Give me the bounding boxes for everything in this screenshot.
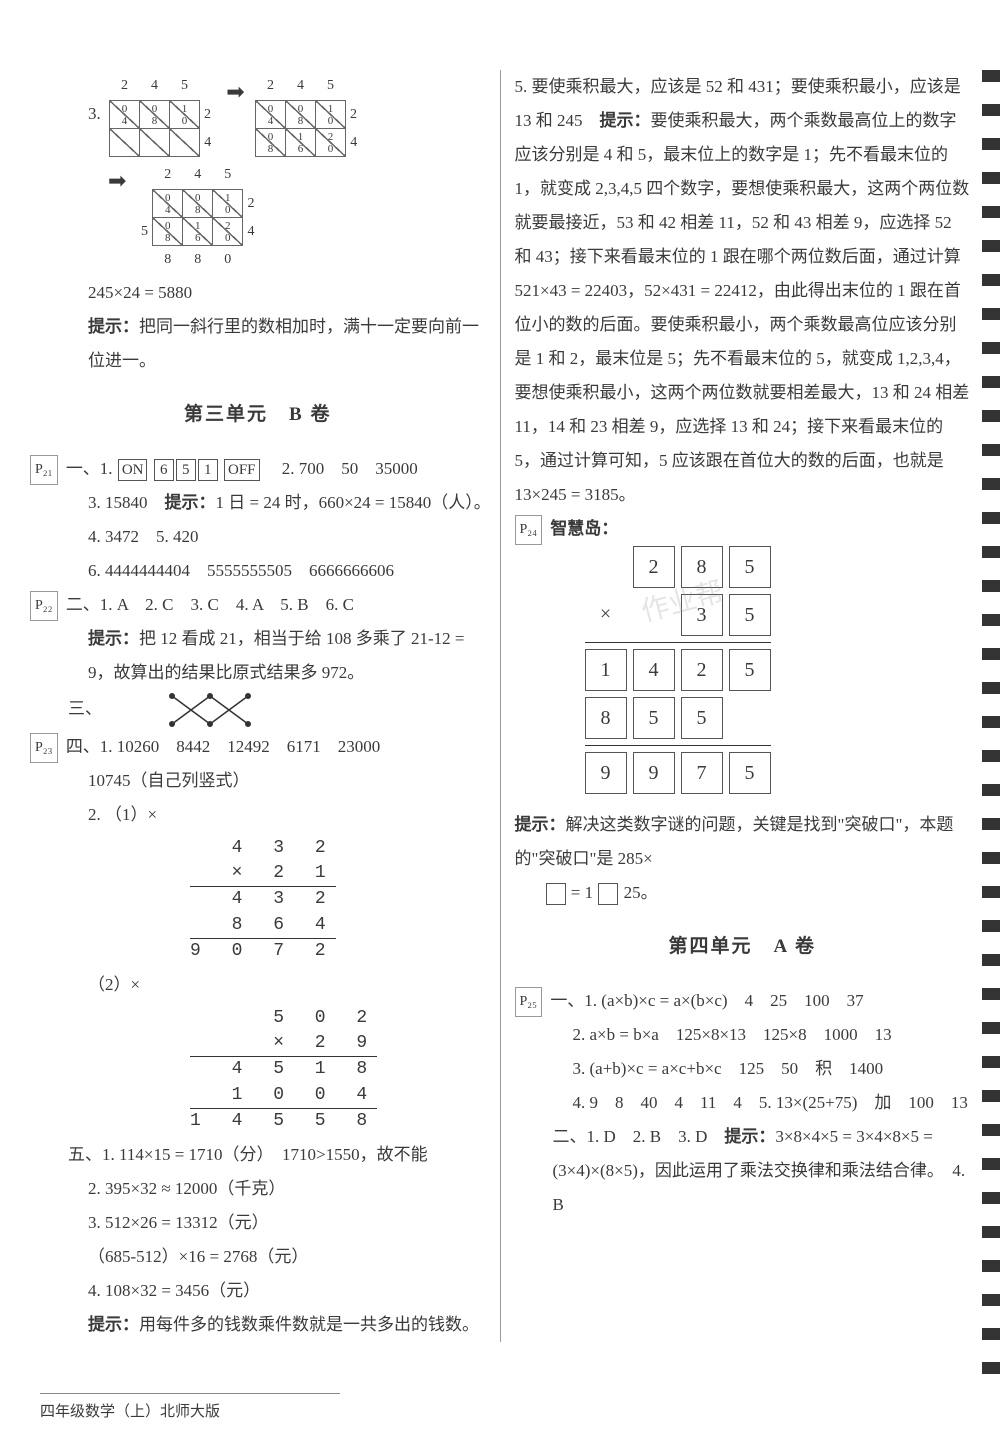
blank-box <box>598 883 618 905</box>
p24-hint: 提示：解决这类数字谜的问题，关键是找到"突破口"，本题的"突破口"是 285× <box>515 808 971 876</box>
hint-text: 用每件多的钱数乘件数就是一共多出的钱数。 <box>139 1315 479 1334</box>
p22-line1: 二、1. A 2. C 3. C 4. A 5. B 6. C <box>66 595 354 614</box>
five-1: 五、1. 114×15 = 1710（分） 1710>1550，故不能 <box>30 1138 486 1172</box>
five-3: 3. 512×26 = 13312（元） <box>30 1206 486 1240</box>
three-label: 三、 <box>68 699 102 718</box>
p25-one-3: 3. (a+b)×c = a×c+b×c 125 50 积 1400 <box>515 1052 971 1086</box>
unit4-title: 第四单元 A 卷 <box>515 928 971 966</box>
p21-line2: 3. 15840 提示：1 日 = 24 时，660×24 = 15840（人）… <box>30 486 486 554</box>
lattice-1: 245 0408102 4 <box>109 72 216 157</box>
hint-label: 提示： <box>724 1127 775 1146</box>
p21-suffix: 2. 700 50 35000 <box>265 459 418 478</box>
footer-text: 四年级数学（上）北师大版 <box>40 1393 340 1421</box>
vertical-mult-2: 5 0 2 × 2 9 4 5 1 8 1 0 0 4 1 4 5 5 8 <box>190 1006 377 1134</box>
five-hint: 提示：用每件多的钱数乘件数就是一共多出的钱数。 <box>30 1308 486 1342</box>
p22-hint: 提示：把 12 看成 21，相当于给 108 多乘了 21-12 = 9，故算出… <box>30 622 486 690</box>
p25-one-2: 2. a×b = b×a 125×8×13 125×8 1000 13 <box>515 1018 971 1052</box>
page-ref: P₂₂ <box>30 591 58 621</box>
p22-three: 三、 <box>30 690 486 730</box>
hint-label: 提示： <box>600 111 651 130</box>
p22-block: P₂₂ 二、1. A 2. C 3. C 4. A 5. B 6. C <box>30 588 486 622</box>
hint-label: 提示： <box>88 629 139 648</box>
text: 3. 15840 <box>88 493 165 512</box>
two-text: 二、1. D 2. B 3. D <box>553 1127 725 1146</box>
p23-block: P₂₃ 四、1. 10260 8442 12492 6171 23000 <box>30 730 486 764</box>
page-ref: P₂₃ <box>30 733 58 763</box>
p25-one-4: 4. 9 8 40 4 11 4 5. 13×(25+75) 加 100 13 <box>515 1086 971 1120</box>
q2-1-label: 2. （1）× <box>30 798 486 832</box>
p23-line1: 四、1. 10260 8442 12492 6171 23000 <box>66 737 381 756</box>
hint-text: 把 12 看成 21，相当于给 108 多乘了 21-12 = 9，故算出的结果… <box>88 629 465 682</box>
column-divider <box>500 70 501 1342</box>
digit-puzzle: 285 ×35 1425 855 9975 <box>585 546 771 800</box>
p25-one-1: 一、1. (a×b)×c = a×(b×c) 4 25 100 37 <box>550 991 863 1010</box>
right-column: 5. 要使乘积最大，应该是 52 和 431；要使乘积最小，应该是 13 和 2… <box>515 70 971 1342</box>
q3-label: 3. <box>88 104 101 123</box>
digit-box: 5 <box>176 459 196 481</box>
q2-2-label: （2）× <box>30 968 486 1002</box>
tail2: 25。 <box>624 883 658 902</box>
vertical-mult-1: 4 3 2 × 2 1 4 3 2 8 6 4 9 0 7 2 <box>190 836 336 964</box>
digit-box: 6 <box>154 459 174 481</box>
p25-two: 二、1. D 2. B 3. D 提示：3×8×4×5 = 3×4×8×5 = … <box>515 1120 971 1222</box>
cross-icon <box>166 690 256 730</box>
off-box: OFF <box>224 459 260 481</box>
arrow-icon: ➡ <box>108 168 126 193</box>
hint-label: 提示： <box>88 1315 139 1334</box>
q3-hint: 提示：把同一斜行里的数相加时，满十一定要向前一位进一。 <box>30 310 486 378</box>
page-ref: P₂₁ <box>30 455 58 485</box>
arrow-icon: ➡ <box>226 79 244 104</box>
five-4: 4. 108×32 = 3456（元） <box>30 1274 486 1308</box>
lattice-3: 245 0408102 50816204 880 <box>137 161 259 274</box>
blank-box <box>546 883 566 905</box>
p25-block: P₂₅ 一、1. (a×b)×c = a×(b×c) 4 25 100 37 <box>515 984 971 1018</box>
hint-label: 提示： <box>88 317 139 336</box>
p21-prefix: 一、1. <box>66 459 113 478</box>
zhihui-title: 智慧岛： <box>550 519 618 538</box>
hint-label: 提示： <box>515 815 566 834</box>
q3-equation: 245×24 = 5880 <box>30 276 486 310</box>
p24-tail: = 1 25。 <box>545 876 971 910</box>
page-ref: P₂₄ <box>515 515 543 545</box>
left-column: 3. 245 0408102 4 ➡ 245 0408102 0816204 ➡… <box>30 70 486 1342</box>
five-2: 2. 395×32 ≈ 12000（千克） <box>30 1172 486 1206</box>
five-3b: （685-512）×16 = 2768（元） <box>30 1240 486 1274</box>
hint-text: 要使乘积最大，两个乘数最高位上的数字应该分别是 4 和 5，最末位上的数字是 1… <box>515 111 970 504</box>
tail1: = 1 <box>571 883 593 902</box>
on-box: ON <box>118 459 148 481</box>
page-ref: P₂₅ <box>515 987 543 1017</box>
q3-block: 3. 245 0408102 4 ➡ 245 0408102 0816204 ➡… <box>30 70 486 276</box>
hint-label: 提示： <box>165 493 216 512</box>
p21-line3: 6. 4444444404 5555555505 6666666606 <box>30 554 486 588</box>
q5-block: 5. 要使乘积最大，应该是 52 和 431；要使乘积最小，应该是 13 和 2… <box>515 70 971 512</box>
digit-box: 1 <box>198 459 218 481</box>
p24-block: P₂₄ 智慧岛： <box>515 512 971 546</box>
lattice-2: 245 0408102 0816204 <box>255 72 362 157</box>
right-edge-marks <box>982 70 1000 1396</box>
p23-line2: 10745（自己列竖式） <box>30 764 486 798</box>
hint-text: 解决这类数字谜的问题，关键是找到"突破口"，本题的"突破口"是 285× <box>515 815 954 868</box>
hint-text: 把同一斜行里的数相加时，满十一定要向前一位进一。 <box>88 317 479 370</box>
unit3-title: 第三单元 B 卷 <box>30 396 486 434</box>
p21-block: P₂₁ 一、1. ON 651 OFF 2. 700 50 35000 <box>30 452 486 486</box>
